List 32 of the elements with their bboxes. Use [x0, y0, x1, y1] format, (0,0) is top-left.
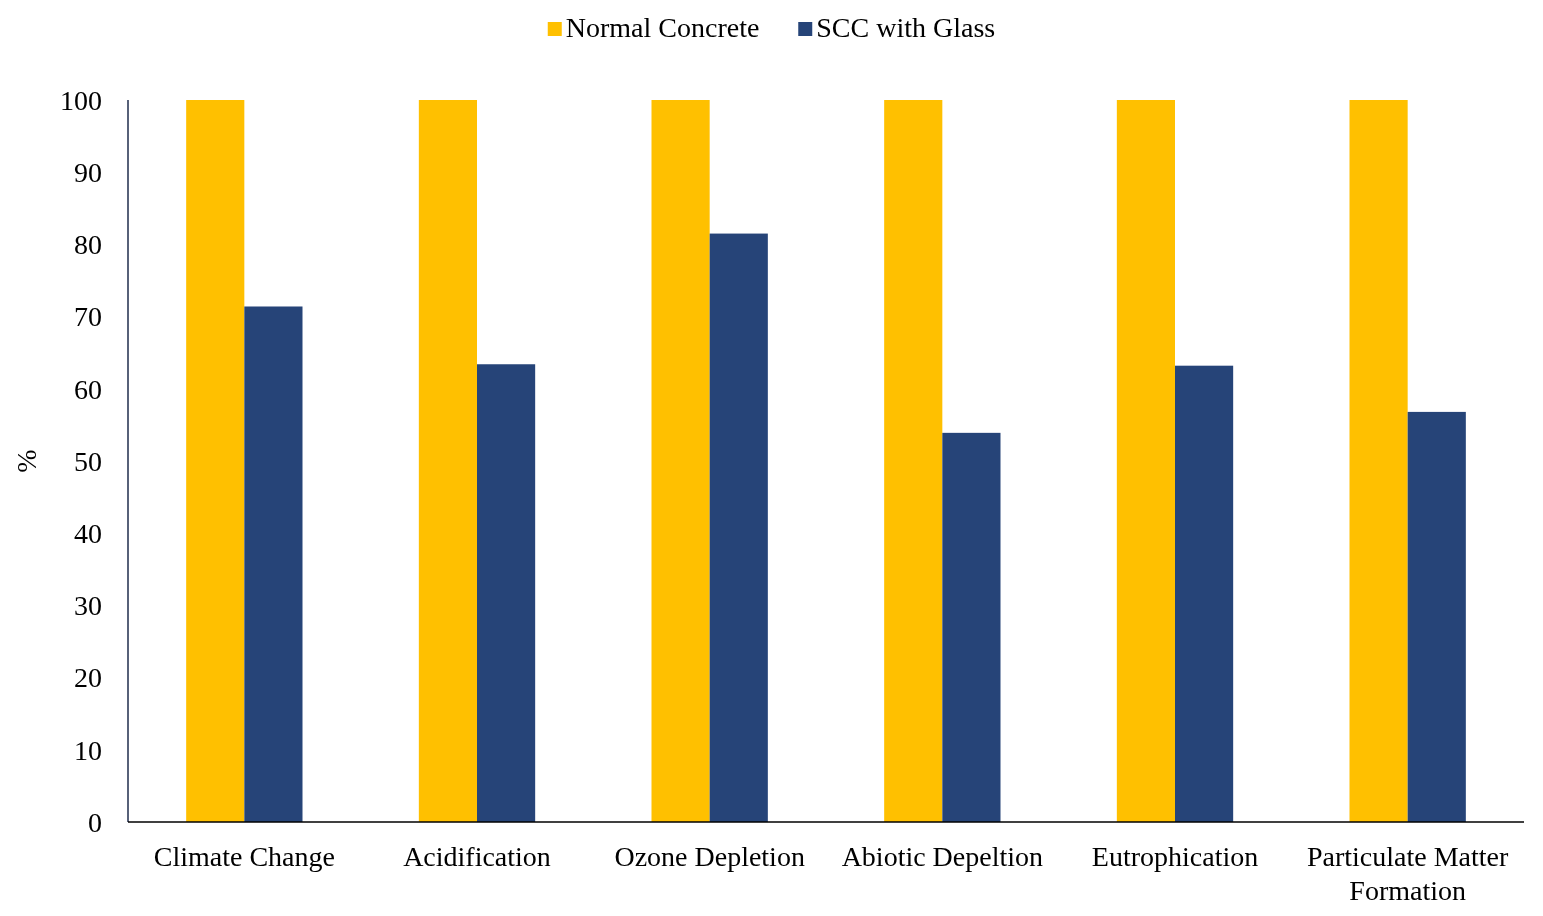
y-tick-label: 10: [74, 734, 102, 766]
y-tick-label: 100: [60, 84, 102, 116]
bar: [244, 306, 303, 822]
x-tick-label: Abiotic Depeltion: [841, 841, 1044, 872]
y-tick-label: 90: [74, 157, 102, 188]
bar: [1116, 100, 1175, 822]
bar: [651, 100, 710, 822]
bar: [186, 100, 245, 822]
y-tick-label: 70: [74, 301, 102, 333]
x-tick-label: Ozone Depletion: [614, 841, 805, 872]
x-tick-label: Acidification: [403, 841, 551, 872]
y-tick-label: 40: [74, 518, 102, 549]
y-axis-title: %: [11, 449, 42, 473]
bar: [477, 364, 536, 822]
y-tick-label: 60: [74, 373, 102, 405]
y-tick-label: 0: [88, 806, 102, 838]
bar: [942, 432, 1001, 822]
y-tick-label: 30: [74, 590, 102, 622]
bar: [884, 100, 943, 822]
bar: [1407, 411, 1466, 822]
legend-label: Normal Concrete: [565, 12, 760, 43]
legend-label: SCC with Glass: [816, 12, 996, 43]
y-tick-label: 50: [74, 445, 102, 477]
bar: [1175, 365, 1234, 822]
y-tick-label: 20: [74, 662, 102, 694]
bar: [1349, 100, 1408, 822]
x-tick-label: Eutrophication: [1091, 841, 1259, 872]
x-tick-label: Particulate Matter Formation: [1306, 841, 1510, 906]
bar: [418, 100, 477, 822]
x-tick-label: Climate Change: [153, 841, 335, 872]
bar: [709, 233, 768, 822]
y-tick-label: 80: [74, 229, 102, 261]
